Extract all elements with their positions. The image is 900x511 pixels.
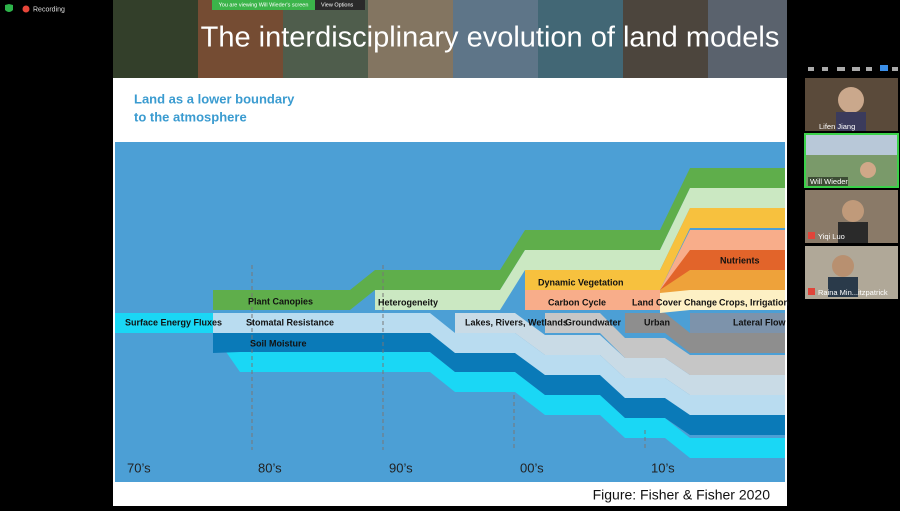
stream-label: Lakes, Rivers, Wetlands: [465, 317, 568, 327]
slide-title: The interdisciplinary evolution of land …: [201, 22, 780, 54]
stream-band: [213, 313, 785, 415]
participant-name: Lifen Jiang: [819, 122, 855, 131]
recording-dot: [22, 5, 30, 13]
stream-band: [660, 290, 785, 313]
share-banner-text: You are viewing Will Wieder's screen: [219, 2, 309, 8]
stream-bands: [115, 168, 785, 458]
participant-name: Will Wieder: [810, 177, 848, 186]
subtitle: to the atmosphere: [134, 109, 247, 124]
stream-band: [690, 313, 785, 333]
stream-label: Surface Energy Fluxes: [125, 317, 222, 327]
decade-label: 90’s: [389, 460, 413, 475]
stream-label: Soil Moisture: [250, 338, 307, 348]
stream-label: Stomatal Resistance: [246, 317, 334, 327]
stream-band: [525, 208, 785, 290]
stream-band: [660, 250, 785, 310]
view-options-label[interactable]: View Options: [321, 2, 354, 8]
figure-caption: Figure: Fisher & Fisher 2020: [593, 487, 771, 503]
participant-tile[interactable]: Yiqi Luo: [805, 190, 898, 243]
stream-label: Carbon Cycle: [548, 297, 606, 307]
gallery-controls[interactable]: [808, 65, 898, 71]
stream-band: [375, 188, 785, 310]
stream-label: Nutrients: [720, 255, 760, 265]
subtitle: Land as a lower boundary: [134, 91, 295, 106]
stream-band: [545, 313, 785, 375]
decade-label: 10’s: [651, 460, 675, 475]
stream-band: [455, 313, 785, 395]
slide: The interdisciplinary evolution of land …: [113, 0, 789, 506]
stream-label: Urban: [644, 317, 670, 327]
share-banner: [212, 0, 315, 10]
participant-tile[interactable]: Raina Min...itzpatrick: [805, 246, 898, 299]
stream-band: [213, 168, 785, 310]
stream-label: Heterogeneity: [378, 297, 438, 307]
decade-lines: [251, 265, 646, 450]
stream-label: Plant Canopies: [248, 296, 313, 306]
stream-label: Groundwater: [565, 317, 622, 327]
decade-label: 00’s: [520, 460, 544, 475]
view-options-button[interactable]: [315, 0, 365, 10]
stream-label: Land Cover Change: [632, 297, 717, 307]
stream-band: [213, 332, 785, 435]
recording-label[interactable]: Recording: [33, 6, 65, 13]
stream-label: Dynamic Vegetation: [538, 277, 624, 287]
decade-label: 80’s: [258, 460, 282, 475]
decade-label: 70’s: [127, 460, 151, 475]
participant-tile[interactable]: Will Wieder: [804, 133, 899, 188]
participant-tile[interactable]: Lifen Jiang: [805, 78, 898, 131]
participant-name: Raina Min...itzpatrick: [818, 288, 888, 297]
header-photos: [113, 0, 787, 78]
security-icon[interactable]: [5, 4, 13, 12]
participant-name: Yiqi Luo: [818, 232, 845, 241]
stream-label: Crops, Irrigation: [719, 297, 789, 307]
stream-label: Lateral Flow: [733, 317, 787, 327]
stream-band: [115, 313, 785, 458]
